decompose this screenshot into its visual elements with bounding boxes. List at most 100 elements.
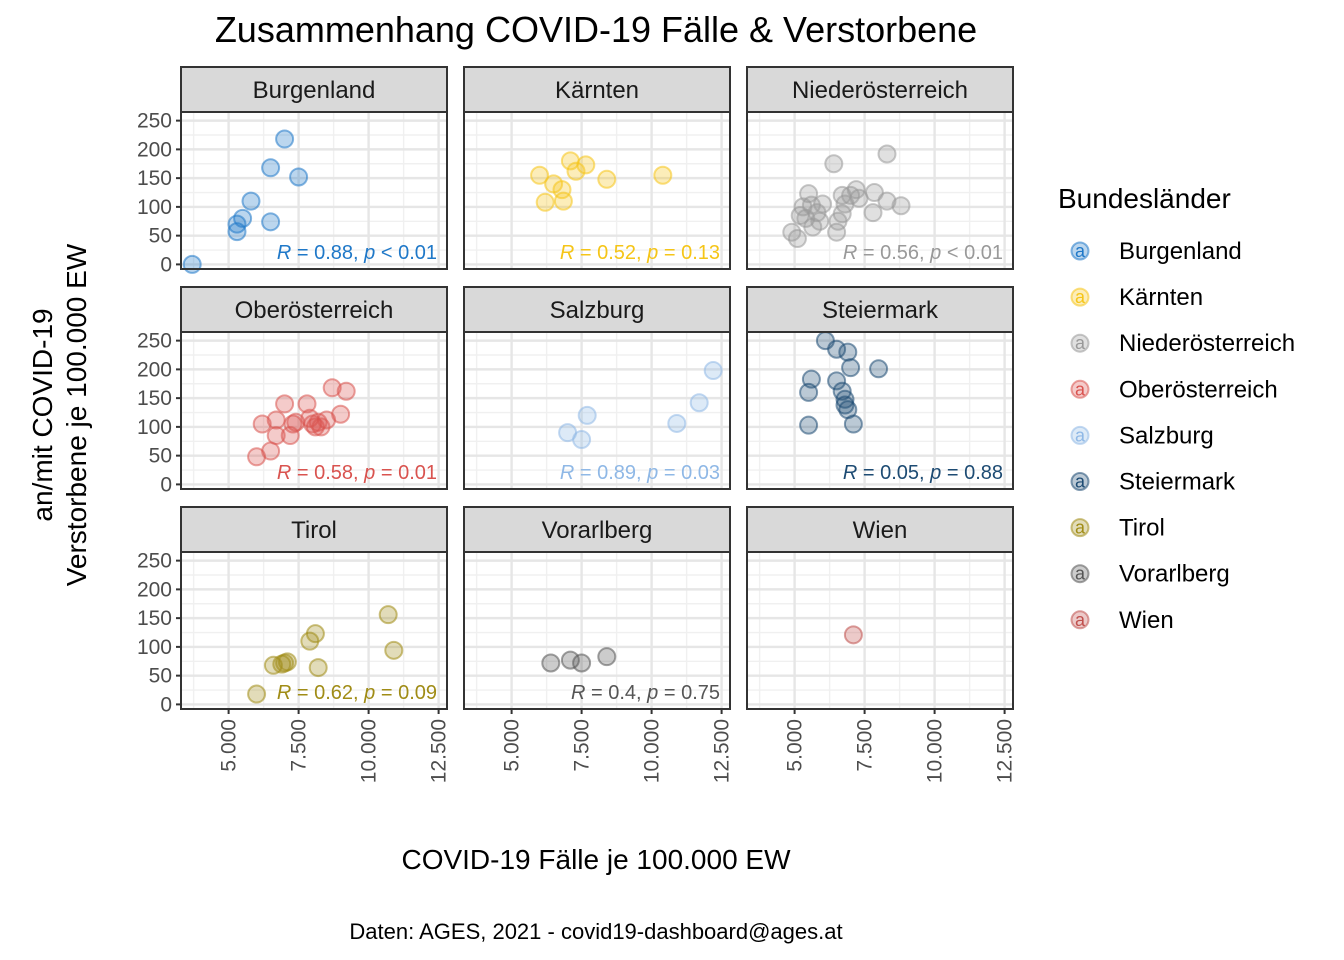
y-tick-label: 50 — [149, 665, 172, 688]
y-tick-label: 250 — [137, 550, 172, 573]
data-point — [877, 191, 897, 211]
chart-caption: Daten: AGES, 2021 - covid19-dashboard@ag… — [349, 919, 842, 944]
x-tick-label: 5.000 — [784, 719, 807, 772]
y-tick-label: 100 — [137, 196, 172, 219]
data-point — [275, 394, 295, 414]
legend-label: Steiermark — [1119, 469, 1236, 496]
y-tick-label: 150 — [137, 387, 172, 410]
y-axis-title-line-1: an/mit COVID-19 — [27, 308, 58, 521]
legend-key-glyph: a — [1075, 472, 1086, 492]
x-tick-label: 12.500 — [711, 719, 734, 783]
chart-title: Zusammenhang COVID-19 Fälle & Verstorben… — [215, 9, 977, 50]
y-tick-label: 250 — [137, 110, 172, 133]
legend-key-glyph: a — [1075, 518, 1086, 538]
data-point — [597, 169, 617, 189]
facet-panel-4: Oberösterreich R = 0.58, p = 0.01 0 50 100 15… — [137, 286, 448, 496]
y-tick-label: 0 — [160, 253, 172, 276]
legend-key — [1070, 564, 1090, 584]
legend-item: a Wien — [1070, 607, 1174, 634]
data-point — [891, 196, 911, 216]
facet-strip-label: Steiermark — [822, 297, 939, 324]
data-point — [261, 158, 281, 178]
facet-strip — [180, 506, 448, 553]
facet-panel-7: Tirol R = 0.62, p = 0.09 0 50 100 150 200 250 5.… — [137, 506, 451, 783]
data-point — [297, 394, 317, 414]
legend-key-glyph: a — [1075, 287, 1086, 307]
facet-panel-6: Steiermark R = 0.05, p = 0.88 — [746, 286, 1014, 490]
data-point — [308, 658, 328, 678]
panel-border — [463, 551, 731, 710]
data-point — [322, 378, 342, 398]
data-point — [576, 155, 596, 175]
data-point — [801, 369, 821, 389]
y-tick-label: 50 — [149, 445, 172, 468]
data-point — [384, 640, 404, 660]
legend-item: a Vorarlberg — [1070, 561, 1230, 588]
data-point — [653, 165, 673, 185]
y-axis-title: an/mit COVID-19 Verstorbene je 100.000 E… — [27, 243, 92, 586]
legend-key-glyph: a — [1075, 564, 1086, 584]
data-point — [787, 229, 807, 249]
data-point — [530, 165, 550, 185]
legend: Bundesländer a Burgenland a Kärnten a Niederö… — [1058, 183, 1295, 634]
data-point — [813, 194, 833, 214]
legend-key-glyph: a — [1075, 379, 1086, 399]
facet-panel-5: Salzburg R = 0.89, p = 0.03 — [463, 286, 731, 490]
data-point — [827, 339, 847, 359]
y-tick-label: 200 — [137, 578, 172, 601]
legend-key — [1070, 287, 1090, 307]
y-tick-label: 150 — [137, 167, 172, 190]
correlation-annotation: R = 0.52, p = 0.13 — [560, 242, 720, 264]
panel-border — [746, 111, 1014, 270]
facet-strip — [746, 506, 1014, 553]
data-point — [305, 624, 325, 644]
panel-background — [747, 552, 1013, 709]
x-tick-label: 12.500 — [994, 719, 1017, 783]
legend-label: Salzburg — [1119, 422, 1214, 449]
panel-background — [747, 112, 1013, 269]
facet-panel-1: Burgenland R = 0.88, p < 0.01 0 50 100 150 200… — [137, 66, 448, 276]
legend-label: Burgenland — [1119, 238, 1242, 265]
data-point — [689, 393, 709, 413]
data-point — [572, 430, 592, 450]
data-point — [863, 203, 883, 223]
data-point — [277, 652, 297, 672]
y-tick-label: 250 — [137, 330, 172, 353]
data-point — [827, 371, 847, 391]
data-point — [331, 404, 351, 424]
facet-strip-label: Tirol — [291, 517, 337, 544]
y-tick-label: 100 — [137, 416, 172, 439]
legend-title: Bundesländer — [1058, 183, 1231, 214]
correlation-annotation: R = 0.88, p < 0.01 — [277, 242, 437, 264]
panel-border — [463, 111, 731, 270]
data-point — [843, 414, 863, 434]
facet-panels: Burgenland R = 0.88, p < 0.01 0 50 100 150 200… — [137, 66, 1017, 783]
facet-strip-label: Kärnten — [555, 77, 639, 104]
correlation-annotation: R = 0.05, p = 0.88 — [843, 462, 1003, 484]
facet-panel-3: Niederösterreich R = 0.56, p < 0.01 — [746, 66, 1014, 270]
legend-key — [1070, 333, 1090, 353]
legend-item: a Tirol — [1070, 515, 1165, 542]
data-point — [838, 342, 858, 362]
x-tick-label: 10.000 — [924, 719, 947, 783]
panel-background — [464, 112, 730, 269]
legend-key-glyph: a — [1075, 241, 1086, 261]
x-tick-label: 10.000 — [641, 719, 664, 783]
x-tick-label: 12.500 — [428, 719, 451, 783]
legend-item: a Kärnten — [1070, 284, 1203, 311]
facet-panel-8: Vorarlberg R = 0.4, p = 0.75 5.000 7.500 10.… — [463, 506, 734, 783]
data-point — [247, 684, 267, 704]
correlation-annotation: R = 0.56, p < 0.01 — [843, 242, 1003, 264]
data-point — [252, 414, 272, 434]
panel-border — [180, 551, 448, 710]
panel-background — [181, 112, 447, 269]
data-point — [799, 184, 819, 204]
data-point — [535, 192, 555, 212]
data-point — [241, 191, 261, 211]
y-tick-label: 50 — [149, 225, 172, 248]
data-point — [553, 191, 573, 211]
legend-key — [1070, 241, 1090, 261]
data-point — [572, 653, 592, 673]
data-point — [289, 167, 309, 187]
